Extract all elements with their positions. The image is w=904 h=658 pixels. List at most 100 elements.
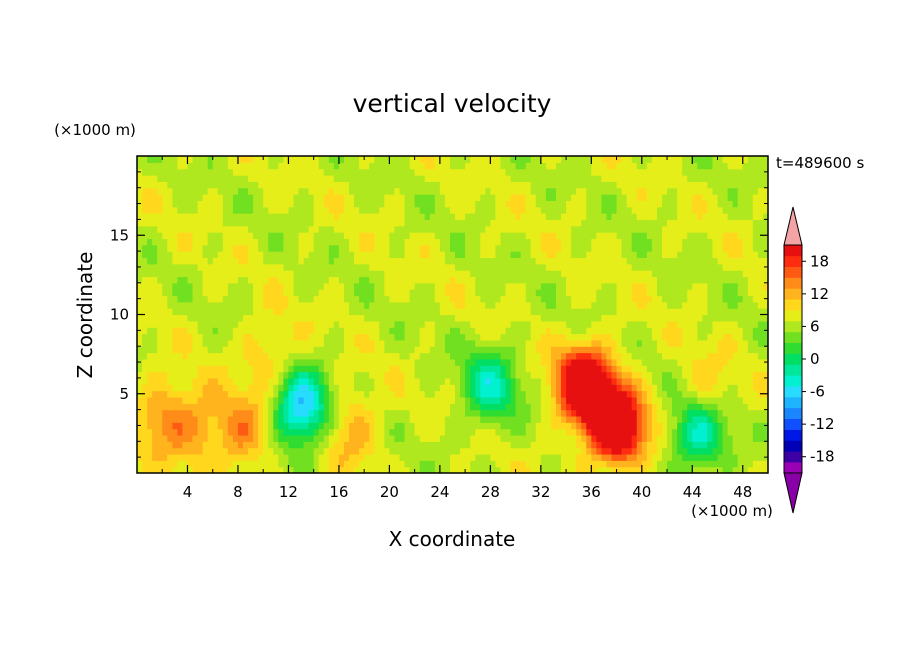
field-cell xyxy=(485,238,491,246)
field-cell xyxy=(207,403,214,411)
field-cell xyxy=(520,244,527,252)
field-cell xyxy=(349,175,355,182)
field-cell xyxy=(581,415,587,423)
field-cell xyxy=(338,308,345,316)
field-cell xyxy=(399,168,406,176)
field-cell xyxy=(243,194,249,201)
field-cell xyxy=(237,187,244,195)
field-cell xyxy=(606,403,613,411)
field-cell xyxy=(349,377,355,385)
field-cell xyxy=(571,371,577,379)
field-cell xyxy=(500,377,507,385)
field-cell xyxy=(273,346,279,354)
field-cell xyxy=(177,333,184,341)
field-cell xyxy=(283,168,290,176)
field-cell xyxy=(399,441,406,449)
field-cell xyxy=(227,282,234,290)
field-cell xyxy=(354,434,360,442)
time-label: t=489600 s xyxy=(776,154,864,172)
field-cell xyxy=(313,200,320,208)
field-cell xyxy=(505,225,512,233)
field-cell xyxy=(596,251,603,259)
field-cell xyxy=(212,270,219,278)
field-cell xyxy=(586,403,592,411)
field-cell xyxy=(470,403,476,411)
field-cell xyxy=(566,162,572,170)
field-cell xyxy=(545,232,552,240)
field-cell xyxy=(359,428,365,436)
field-cell xyxy=(258,181,264,189)
field-cell xyxy=(460,251,466,259)
field-cell xyxy=(182,206,189,214)
field-cell xyxy=(505,232,512,240)
field-cell xyxy=(253,251,259,259)
field-cell xyxy=(172,434,178,442)
field-cell xyxy=(399,308,406,316)
field-cell xyxy=(414,441,421,449)
field-cell xyxy=(429,339,436,347)
field-cell xyxy=(631,396,638,404)
field-cell xyxy=(298,162,305,170)
field-cell xyxy=(404,314,411,322)
field-cell xyxy=(475,409,481,417)
field-cell xyxy=(439,251,446,259)
field-cell xyxy=(621,358,628,366)
field-cell xyxy=(349,270,355,278)
field-cell xyxy=(485,320,491,328)
field-cell xyxy=(308,301,315,309)
field-cell xyxy=(550,206,557,214)
field-cell xyxy=(626,365,633,373)
field-cell xyxy=(429,308,436,316)
field-cell xyxy=(414,447,421,455)
field-cell xyxy=(263,194,269,201)
field-cell xyxy=(510,339,517,347)
field-cell xyxy=(414,251,421,259)
field-cell xyxy=(515,276,522,284)
field-cell xyxy=(222,339,229,347)
field-cell xyxy=(460,358,466,366)
field-cell xyxy=(232,409,239,417)
field-cell xyxy=(237,213,244,220)
field-cell xyxy=(313,390,320,398)
field-cell xyxy=(303,466,310,473)
field-cell xyxy=(545,390,552,398)
field-cell xyxy=(137,251,143,259)
field-cell xyxy=(465,466,471,473)
field-cell xyxy=(404,346,411,354)
field-cell xyxy=(439,200,446,208)
field-cell xyxy=(298,301,305,309)
field-cell xyxy=(616,314,623,322)
field-cell xyxy=(606,168,613,176)
field-cell xyxy=(409,308,416,316)
field-cell xyxy=(384,396,390,404)
field-cell xyxy=(167,238,173,246)
field-cell xyxy=(303,308,310,316)
field-cell xyxy=(500,396,507,404)
field-cell xyxy=(349,225,355,233)
field-cell xyxy=(258,263,264,271)
field-cell xyxy=(465,219,471,227)
field-cell xyxy=(162,434,168,442)
field-cell xyxy=(268,181,274,189)
field-cell xyxy=(621,181,628,189)
field-cell xyxy=(586,460,592,468)
field-cell xyxy=(389,225,396,233)
field-cell xyxy=(162,441,168,449)
field-cell xyxy=(485,213,491,220)
field-cell xyxy=(278,441,284,449)
field-cell xyxy=(379,206,385,214)
field-cell xyxy=(495,314,502,322)
field-cell xyxy=(273,181,279,189)
field-cell xyxy=(576,466,582,473)
field-cell xyxy=(313,168,320,176)
field-cell xyxy=(217,377,224,385)
field-cell xyxy=(581,200,587,208)
field-cell xyxy=(596,206,603,214)
field-cell xyxy=(581,219,587,227)
field-cell xyxy=(237,181,244,189)
field-cell xyxy=(258,409,264,417)
field-cell xyxy=(313,295,320,303)
field-cell xyxy=(248,206,254,214)
field-cell xyxy=(177,270,184,278)
field-cell xyxy=(495,238,502,246)
